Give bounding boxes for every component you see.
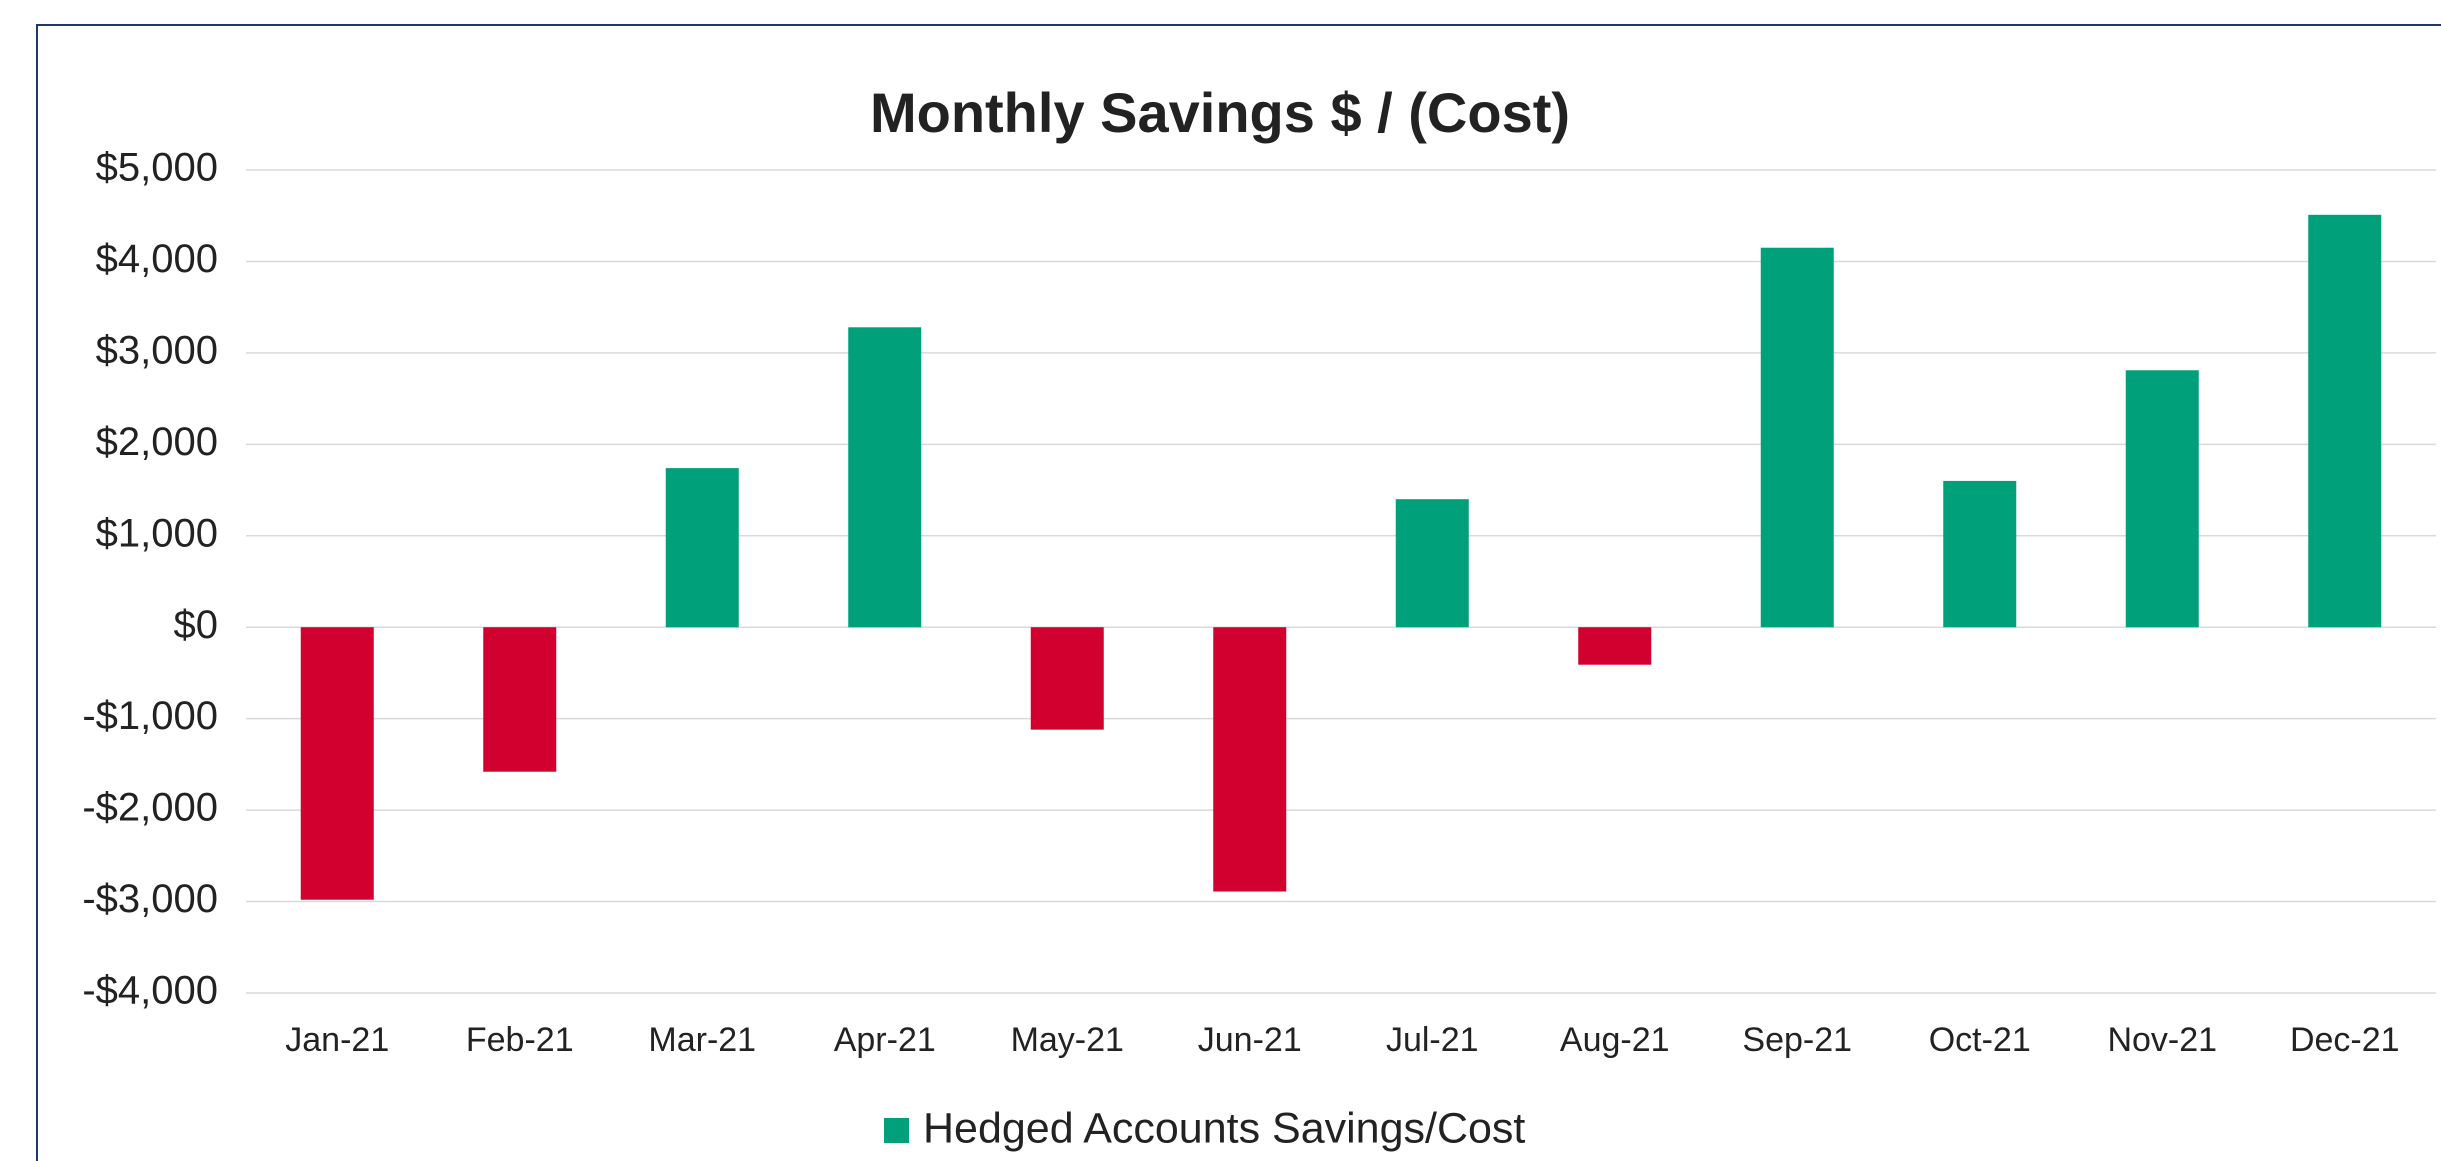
- x-tick-label: Jul-21: [1386, 1021, 1479, 1059]
- x-tick-label: Jun-21: [1198, 1021, 1302, 1059]
- bar: [1213, 627, 1287, 892]
- y-tick-label: $4,000: [96, 237, 218, 281]
- y-tick-label: -$4,000: [82, 969, 218, 1013]
- x-tick-label: Apr-21: [834, 1021, 936, 1059]
- bar: [483, 627, 557, 772]
- y-tick-label: $5,000: [96, 146, 218, 190]
- y-tick-label: $1,000: [96, 511, 218, 555]
- bar: [2308, 214, 2382, 628]
- bar: [300, 627, 374, 900]
- bar: [1578, 627, 1652, 665]
- legend-label: Hedged Accounts Savings/Cost: [923, 1104, 1525, 1152]
- y-tick-label: -$3,000: [82, 877, 218, 921]
- x-tick-label: May-21: [1011, 1021, 1124, 1059]
- x-tick-label: Oct-21: [1929, 1021, 2031, 1059]
- bar: [665, 468, 739, 628]
- legend-swatch: [884, 1118, 909, 1143]
- x-tick-label: Feb-21: [466, 1021, 574, 1059]
- chart-title: Monthly Savings $ / (Cost): [870, 81, 1570, 144]
- y-tick-label: $0: [174, 603, 219, 647]
- x-tick-label: Aug-21: [1560, 1021, 1670, 1059]
- x-tick-label: Dec-21: [2290, 1021, 2400, 1059]
- y-tick-label: -$2,000: [82, 786, 218, 830]
- bar: [1943, 480, 2017, 628]
- bar: [848, 327, 922, 628]
- bar: [1395, 499, 1469, 628]
- x-tick-label: Nov-21: [2107, 1021, 2217, 1059]
- y-tick-label: -$1,000: [82, 694, 218, 738]
- bar: [1030, 627, 1104, 730]
- chart-frame: [36, 24, 2441, 1161]
- bar: [2125, 370, 2199, 628]
- bar: [1760, 247, 1834, 628]
- y-tick-label: $3,000: [96, 328, 218, 372]
- x-tick-label: Sep-21: [1742, 1021, 1852, 1059]
- x-tick-label: Mar-21: [648, 1021, 756, 1059]
- x-tick-label: Jan-21: [285, 1021, 389, 1059]
- y-tick-label: $2,000: [96, 420, 218, 464]
